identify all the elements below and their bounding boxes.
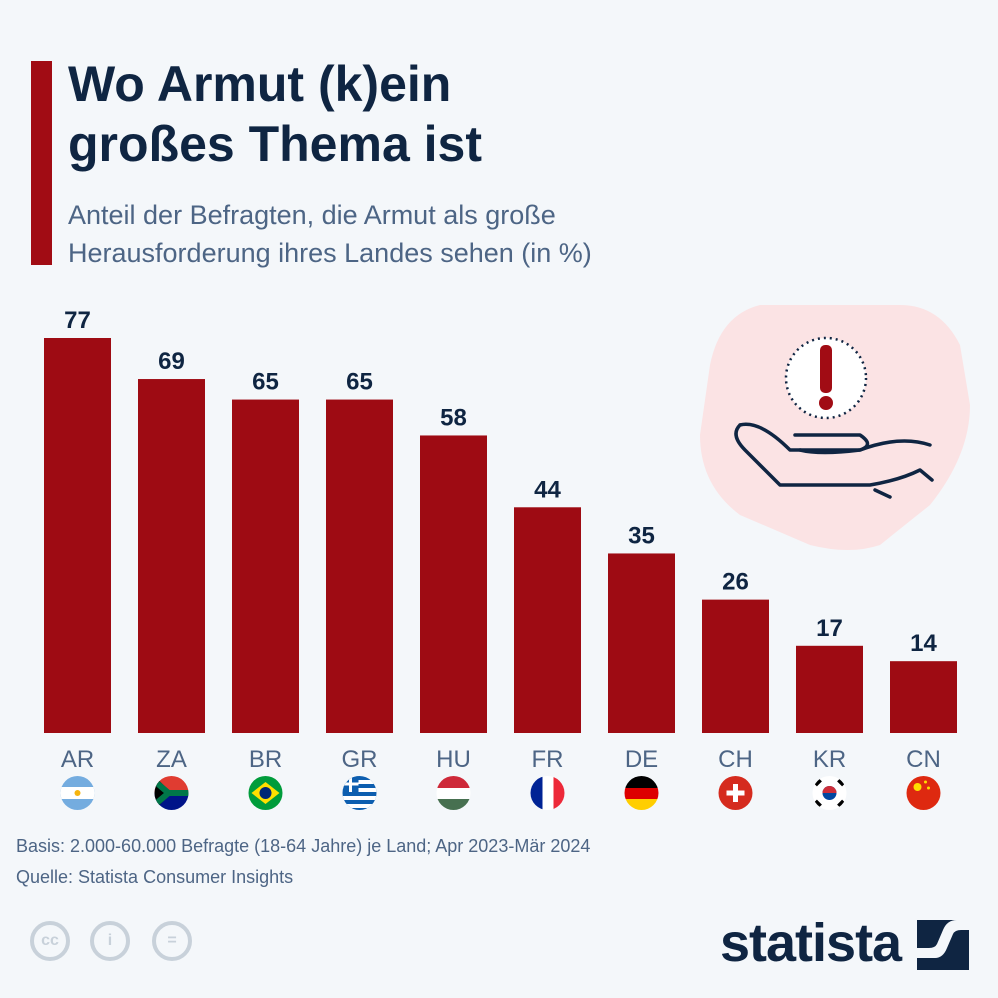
- flag-kr-icon: [812, 776, 847, 810]
- page-title: Wo Armut (k)ein großes Thema ist: [68, 56, 482, 172]
- flag-hu-icon: [436, 776, 471, 810]
- flag-cn-icon: [906, 776, 941, 810]
- bar-fr: [514, 507, 581, 733]
- bar-de: [608, 553, 675, 733]
- basis-note: Basis: 2.000-60.000 Befragte (18-64 Jahr…: [16, 836, 591, 856]
- flag-fr-icon: [530, 776, 565, 810]
- category-label: AR: [61, 746, 94, 773]
- flag-ar-icon: [60, 776, 95, 810]
- category-label: CN: [906, 746, 941, 773]
- category-label: DE: [625, 746, 658, 773]
- no-derivatives-icon[interactable]: =: [152, 921, 192, 961]
- value-label: 65: [346, 369, 373, 396]
- value-label: 17: [816, 615, 843, 642]
- category-label: KR: [813, 746, 846, 773]
- bar-gr: [326, 399, 393, 733]
- category-label: CH: [718, 746, 753, 773]
- flag-gr-icon: [342, 776, 377, 810]
- value-label: 26: [722, 569, 749, 596]
- value-label: 58: [440, 404, 467, 431]
- title-accent-bar: [31, 61, 52, 265]
- value-label: 35: [628, 522, 655, 549]
- value-label: 14: [910, 630, 937, 657]
- value-label: 69: [158, 348, 185, 375]
- value-label: 77: [64, 307, 91, 334]
- category-label: FR: [532, 746, 564, 773]
- bar-ch: [702, 599, 769, 733]
- flag-ch-icon: [718, 776, 753, 810]
- category-label: BR: [249, 746, 282, 773]
- value-label: 44: [534, 476, 561, 503]
- category-label: ZA: [156, 746, 187, 773]
- source-note: Quelle: Statista Consumer Insights: [16, 867, 294, 887]
- statista-logo-mark: [917, 920, 969, 970]
- subtitle: Anteil der Befragten, die Armut als groß…: [68, 200, 592, 268]
- category-label: GR: [342, 746, 378, 773]
- statista-logo[interactable]: statista: [720, 913, 902, 973]
- bar-ar: [44, 338, 111, 733]
- poverty-hand-illustration: [700, 305, 970, 550]
- value-label: 65: [252, 369, 279, 396]
- cc-license-icon[interactable]: cc: [30, 921, 70, 961]
- bar-kr: [796, 645, 863, 733]
- flag-br-icon: [248, 776, 283, 810]
- bar-za: [138, 379, 205, 733]
- bar-br: [232, 399, 299, 733]
- bar-hu: [420, 435, 487, 733]
- bar-chart: 77 AR 69 ZA 65 BR 65 GR 58 HU 44 FR 35 DE 26 CH 17 KR 14 CN: [44, 307, 957, 810]
- bar-cn: [890, 661, 957, 733]
- flag-za-icon: [154, 776, 189, 810]
- category-label: HU: [436, 746, 471, 773]
- flag-de-icon: [624, 776, 659, 810]
- attribution-icon[interactable]: i: [90, 921, 130, 961]
